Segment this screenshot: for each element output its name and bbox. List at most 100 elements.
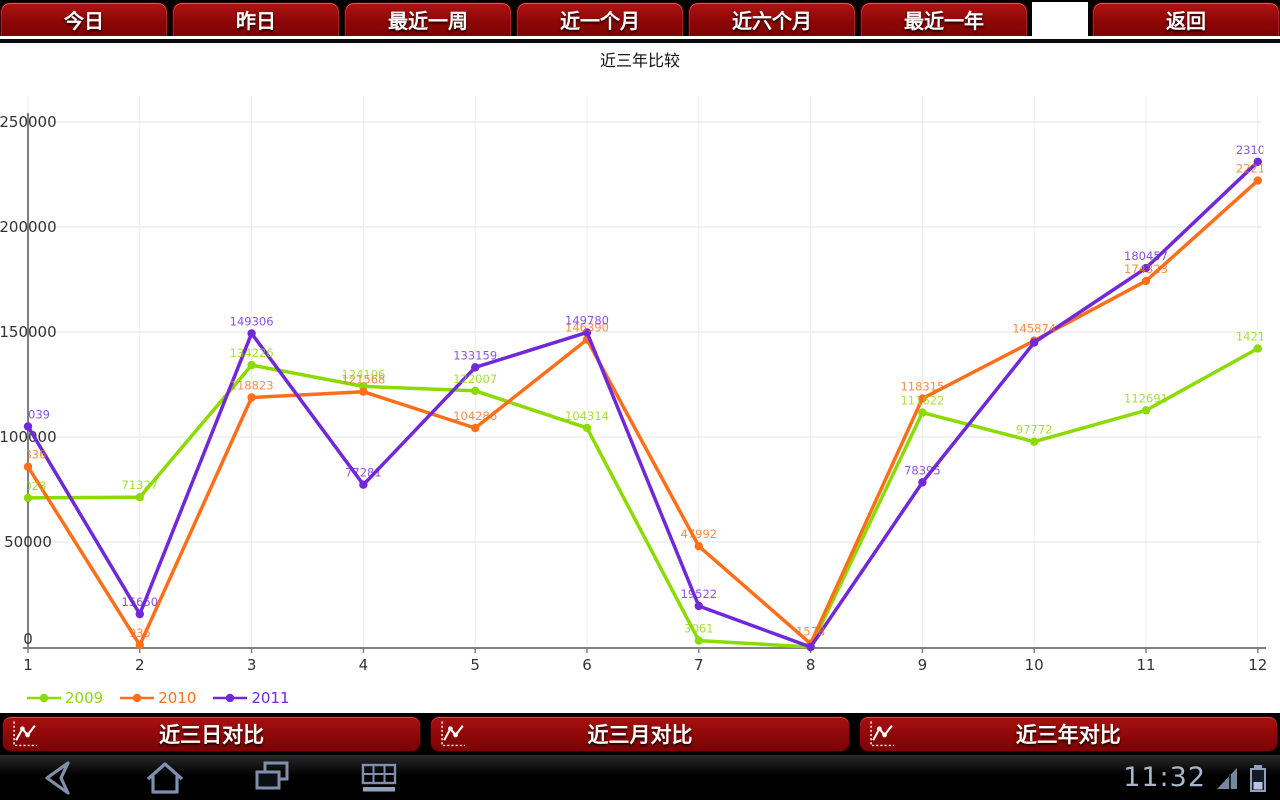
data-point-2010	[918, 394, 927, 403]
x-tick-label: 2	[135, 656, 145, 674]
data-point-2011	[23, 422, 33, 431]
signal-icon	[1217, 767, 1237, 789]
home-icon[interactable]	[143, 758, 187, 798]
point-label-2009: 104314	[565, 409, 609, 423]
divider-black	[0, 39, 1280, 43]
data-point-2011	[1030, 338, 1039, 347]
point-label-2010: 85836	[10, 448, 47, 462]
legend-marker	[120, 693, 155, 703]
nav-button-2[interactable]: 昨日	[172, 2, 340, 36]
data-point-2009	[471, 386, 480, 395]
point-label-2011: 180457	[1124, 249, 1168, 263]
point-label-2009: 142156	[1236, 329, 1280, 343]
point-label-2010: 145874	[1012, 322, 1056, 336]
data-point-2010	[135, 640, 144, 650]
data-point-2010	[359, 387, 368, 396]
recents-icon[interactable]	[250, 758, 294, 798]
divider-white	[0, 36, 1280, 39]
x-tick-label: 9	[918, 656, 928, 674]
x-tick-label: 10	[1025, 656, 1044, 674]
x-tick-label: 11	[1136, 656, 1155, 674]
data-point-2009	[247, 360, 256, 370]
chart-area: 0 50000 100000 150000 200000 250000 1 2 3 4 5 6 7 8 9 1…	[0, 43, 1280, 713]
clock[interactable]: 11:32	[1123, 762, 1206, 793]
point-label-2010: 1578	[796, 625, 825, 639]
data-point-2009	[582, 423, 592, 433]
x-tick-label: 4	[359, 656, 369, 674]
data-point-2009	[1253, 344, 1263, 353]
point-label-2010: 118315	[900, 380, 944, 394]
legend-item-2011: 2011	[212, 689, 290, 707]
y-tick-label: 150000	[0, 323, 57, 341]
point-label-2010: 47992	[681, 527, 718, 541]
point-label-2011: 105039	[6, 407, 50, 421]
data-point-2011	[1141, 263, 1151, 273]
x-tick-label: 1	[23, 656, 33, 674]
point-label-2010: 174323	[1124, 262, 1168, 276]
top-navigation-bar: 今日 昨日 最近一周 近一个月 近六个月 最近一年 返回	[0, 0, 1280, 36]
data-point-2011	[918, 478, 927, 487]
bottom-tab-label: 近三月对比	[587, 724, 693, 747]
bottom-tab-bar: 近三日对比 近三月对比 近三年对比	[0, 713, 1280, 755]
data-point-2010	[471, 423, 480, 433]
bottom-tab-label: 近三年对比	[1015, 724, 1121, 747]
point-label-2010: 222134	[1236, 162, 1280, 176]
point-label-2010: 104286	[453, 409, 497, 423]
back-button[interactable]: 返回	[1092, 2, 1280, 36]
nav-button-6[interactable]: 最近一年	[860, 2, 1028, 36]
point-label-2009: 97772	[1016, 423, 1053, 437]
line-chart-icon	[13, 721, 37, 747]
y-tick-label: 250000	[0, 113, 57, 131]
point-label-2011: 231047	[1236, 143, 1280, 157]
system-nav-icons	[36, 755, 401, 800]
nav-spacer	[1032, 2, 1088, 36]
system-navigation-bar: 11:32	[0, 755, 1280, 800]
nav-button-4[interactable]: 近一个月	[516, 2, 684, 36]
chart-legend: 2009 2010 2011	[26, 689, 290, 707]
point-label-2009: 71327	[122, 478, 159, 492]
data-point-2010	[247, 393, 256, 402]
nav-button-5[interactable]: 近六个月	[688, 2, 856, 36]
legend-marker	[213, 693, 248, 703]
data-point-2009	[1141, 406, 1151, 415]
bottom-tab-label: 近三日对比	[159, 724, 265, 747]
point-label-2010: 118823	[230, 378, 274, 392]
data-point-2011	[806, 642, 815, 652]
point-label-2009: 3061	[684, 622, 713, 636]
bottom-tab-1[interactable]: 近三日对比	[2, 716, 422, 752]
legend-item-2009: 2009	[26, 689, 103, 707]
y-tick-label: 50000	[4, 533, 52, 551]
battery-icon	[1250, 764, 1266, 792]
nav-button-3[interactable]: 最近一周	[344, 2, 512, 36]
data-point-2009	[23, 493, 33, 503]
data-point-2009	[918, 408, 927, 417]
y-tick-label: 200000	[0, 218, 57, 236]
x-tick-label: 12	[1248, 656, 1267, 674]
point-label-2009: 111622	[900, 394, 944, 408]
x-tick-label: 8	[806, 656, 816, 674]
bottom-tab-2[interactable]: 近三月对比	[430, 716, 850, 752]
data-point-2009	[694, 636, 703, 645]
x-tick-label: 5	[470, 656, 480, 674]
point-label-2011: 19522	[681, 587, 718, 601]
data-point-2009	[135, 493, 144, 502]
data-point-2011	[247, 329, 256, 338]
bottom-tab-3[interactable]: 近三年对比	[858, 716, 1278, 752]
legend-label: 2010	[158, 689, 197, 707]
data-point-2011	[694, 601, 703, 611]
nav-button-1[interactable]: 今日	[0, 2, 168, 36]
data-point-2011	[359, 480, 368, 489]
point-label-2011: 77281	[345, 466, 382, 480]
back-icon[interactable]	[36, 758, 80, 798]
data-point-2010	[23, 462, 33, 471]
point-label-2009: 134226	[230, 346, 274, 360]
point-label-2011: 149306	[230, 314, 274, 328]
data-point-2010	[1253, 176, 1263, 185]
data-point-2011	[582, 328, 592, 337]
system-status-cluster: 11:32	[1123, 755, 1268, 800]
series-line-2011	[26, 160, 1260, 649]
point-labels: 71023 71327 134226 124106 122007 104314 3061 11…	[6, 143, 1280, 640]
grid-icon[interactable]	[357, 758, 401, 798]
point-label-2010: 146390	[565, 321, 609, 335]
